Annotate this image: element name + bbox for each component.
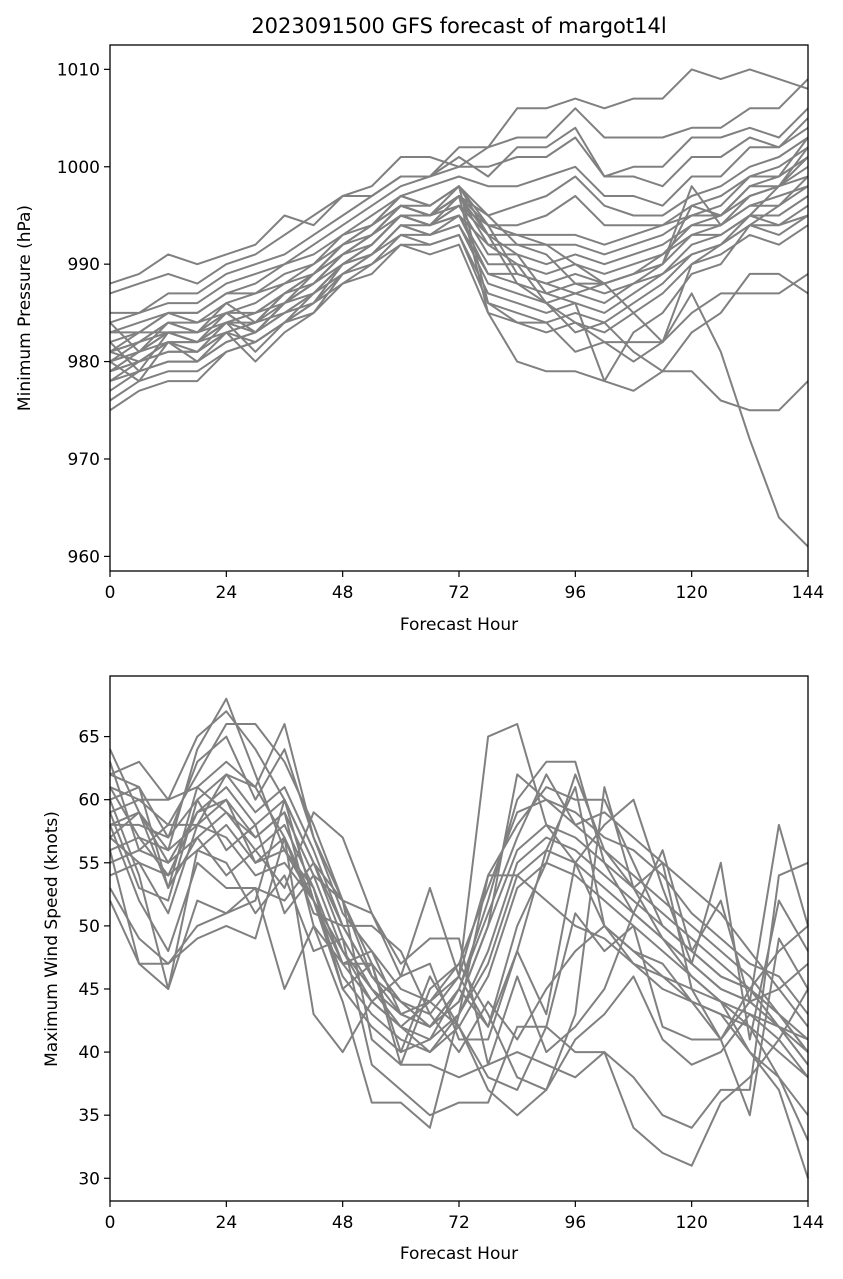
pressure-y-axis-label: Minimum Pressure (hPa): [15, 205, 35, 411]
pressure-x-tick-label: 96: [565, 583, 587, 603]
wind-y-tick-label: 40: [78, 1043, 100, 1063]
wind-y-tick-label: 35: [78, 1106, 100, 1126]
wind-x-axis-label: Forecast Hour: [400, 1244, 518, 1264]
chart-title: 2023091500 GFS forecast of margot14l: [251, 14, 666, 38]
pressure-y-tick-label: 1000: [57, 158, 100, 178]
pressure-x-tick-label: 120: [675, 583, 707, 603]
pressure-series-line-23: [110, 185, 809, 363]
pressure-y-tick-label: 990: [68, 255, 100, 275]
wind-series-line-17: [109, 798, 809, 1041]
pressure-y-tick-label: 970: [68, 450, 100, 470]
wind-x-tick-label: 48: [332, 1213, 354, 1233]
wind-y-tick-label: 45: [78, 980, 100, 1000]
wind-series-lines: [109, 697, 809, 1179]
wind-series-line-21: [109, 761, 809, 1054]
wind-series-line-14: [109, 799, 809, 1167]
pressure-x-tick-label: 0: [105, 583, 116, 603]
pressure-y-tick-label: 980: [68, 353, 100, 373]
wind-x-tick-label: 24: [216, 1213, 238, 1233]
wind-y-tick-label: 60: [78, 791, 100, 811]
pressure-series-line-2: [109, 78, 809, 295]
pressure-x-ticks: 0 24 48 72 96 120 144: [105, 571, 824, 603]
pressure-series-lines: [109, 68, 809, 548]
pressure-x-tick-label: 48: [332, 583, 354, 603]
pressure-x-axis-label: Forecast Hour: [400, 615, 518, 635]
pressure-x-tick-label: 144: [792, 583, 824, 603]
wind-speed-chart: 0 24 48 72 96 120 144 30 35 40 45 50 55 60 65 Forecas…: [42, 675, 824, 1264]
pressure-series-line-3: [110, 107, 809, 314]
wind-y-ticks: 30 35 40 45 50 55 60 65: [78, 728, 110, 1189]
pressure-x-tick-label: 24: [216, 583, 238, 603]
wind-y-tick-label: 30: [78, 1169, 100, 1189]
wind-series-line-20: [109, 786, 809, 1091]
pressure-y-ticks: 960 970 980 990 1000 1010: [57, 60, 110, 567]
wind-series-line-15: [109, 824, 809, 1129]
wind-x-ticks: 0 24 48 72 96 120 144: [105, 1201, 824, 1233]
pressure-y-tick-label: 1010: [57, 60, 100, 80]
wind-x-tick-label: 120: [675, 1213, 707, 1233]
wind-series-line-16: [109, 773, 809, 1066]
pressure-series-line-25: [109, 136, 809, 353]
wind-x-tick-label: 144: [792, 1213, 824, 1233]
wind-x-tick-label: 96: [565, 1213, 587, 1233]
pressure-x-tick-label: 72: [448, 583, 470, 603]
pressure-chart: 2023091500 GFS forecast of margot14l 0 24…: [15, 14, 824, 635]
pressure-y-tick-label: 960: [68, 547, 100, 567]
wind-series-line-18: [109, 786, 809, 1117]
wind-y-axis-label: Maximum Wind Speed (knots): [42, 811, 62, 1067]
wind-y-tick-label: 65: [78, 728, 100, 748]
wind-x-tick-label: 0: [105, 1213, 116, 1233]
wind-series-line-7: [109, 786, 809, 1041]
pressure-series-line-4: [109, 117, 809, 324]
wind-y-tick-label: 55: [78, 854, 100, 874]
wind-x-tick-label: 72: [448, 1213, 470, 1233]
wind-y-tick-label: 50: [78, 917, 100, 937]
